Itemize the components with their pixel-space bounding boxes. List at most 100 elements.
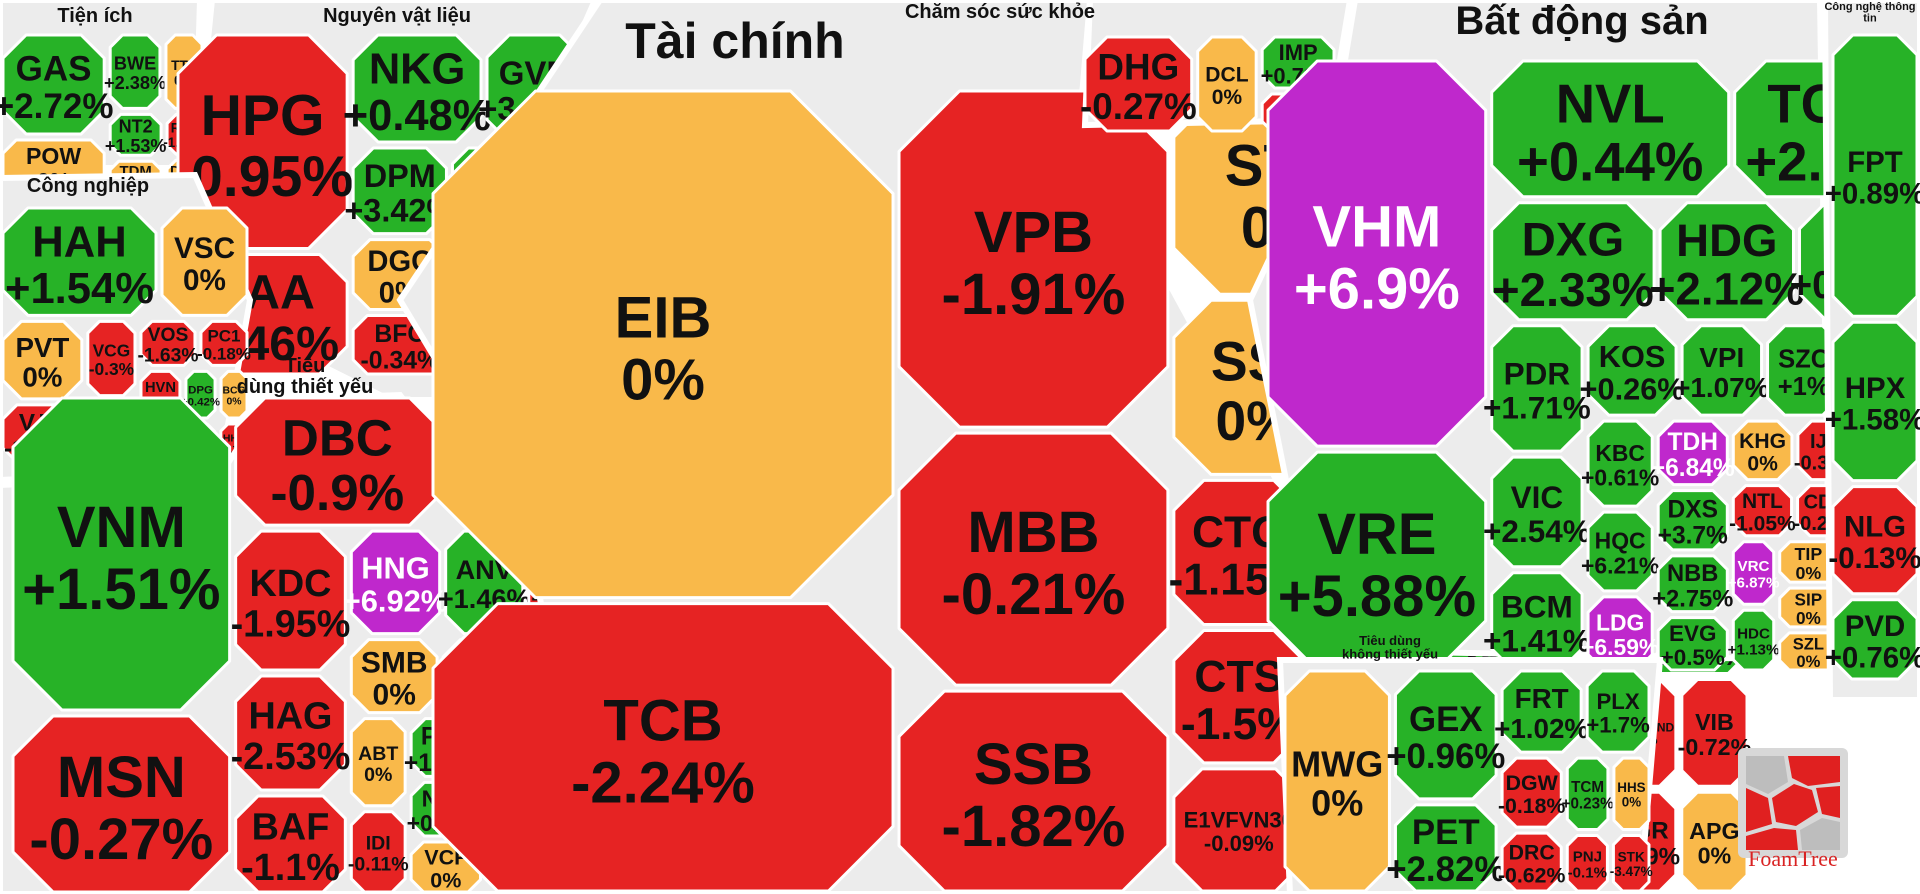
- stock-cell-nbb[interactable]: NBB+2.75%: [1652, 554, 1733, 614]
- stock-cell-kos[interactable]: KOS+0.26%: [1580, 324, 1685, 417]
- stock-change-label: +0.61%: [1581, 464, 1659, 490]
- stock-cell-tcb[interactable]: TCB-2.24%: [431, 602, 895, 893]
- stock-cell-nvl[interactable]: NVL+0.44%: [1490, 59, 1731, 199]
- stock-code-label: VOS: [148, 325, 189, 346]
- stock-cell-vpb[interactable]: VPB-1.91%: [897, 89, 1170, 429]
- stock-cell-pvd[interactable]: PVD+0.76%: [1825, 598, 1920, 681]
- stock-cell-ntl[interactable]: NTL-1.05%: [1729, 484, 1796, 538]
- stock-cell-vib[interactable]: VIB-0.72%: [1678, 677, 1752, 788]
- stock-code-label: VIB: [1695, 709, 1734, 735]
- stock-cell-hah[interactable]: HAH+1.54%: [1, 206, 158, 317]
- stock-cell-kdc[interactable]: KDC-1.95%: [231, 529, 351, 672]
- stock-cell-vcg[interactable]: VCG-0.3%: [86, 319, 137, 398]
- sector-tai-chinh[interactable]: EIB0%TCB-2.24%VPB-1.91%MBB-0.21%SSB-1.82…: [396, 0, 1752, 894]
- stock-cell-pc1[interactable]: PC1-0.18%: [197, 319, 251, 367]
- stock-cell-evg[interactable]: EVG+0.5%: [1656, 616, 1729, 672]
- stock-cell-tcm[interactable]: TCM+0.23%: [1562, 756, 1615, 831]
- sector-cong-nghe-thong-tin[interactable]: FPT+0.89%HPX+1.58%NLG-0.13%PVD+0.76% Công…: [1821, 0, 1920, 703]
- sector-title: Tiêu dùng: [1359, 633, 1421, 648]
- stock-code-label: TIP: [1795, 544, 1823, 564]
- stock-cell-vos[interactable]: VOS-1.63%: [137, 319, 198, 367]
- stock-cell-vre[interactable]: VRE+5.88%: [1266, 450, 1488, 672]
- stock-cell-tdh[interactable]: TDH+6.84%: [1651, 419, 1735, 487]
- stock-cell-vpi[interactable]: VPI+1.07%: [1674, 324, 1770, 417]
- stock-cell-shape: [431, 602, 895, 893]
- stock-cell-shape: [1586, 324, 1678, 417]
- stock-cell-hdc[interactable]: HDC+1.13%: [1728, 608, 1780, 672]
- stock-change-label: +6.87%: [1728, 574, 1780, 591]
- stock-cell-hdg[interactable]: HDG+2.12%: [1649, 201, 1805, 322]
- stock-cell-vrc[interactable]: VRC+6.87%: [1728, 540, 1780, 606]
- stock-cell-dpm[interactable]: DPM+3.42%: [344, 146, 455, 236]
- stock-code-label: CTS: [1194, 652, 1283, 701]
- stock-cell-vnm[interactable]: VNM+1.51%: [11, 396, 232, 712]
- stock-code-label: VPB: [974, 200, 1093, 265]
- sector-title: Công nghệ thông: [1824, 1, 1915, 13]
- stock-cell-hag[interactable]: HAG-2.53%: [231, 674, 351, 792]
- stock-cell-pdr[interactable]: PDR+1.71%: [1483, 324, 1591, 453]
- stock-cell-dpg[interactable]: DPG+0.42%: [181, 369, 220, 420]
- stock-code-label: PC1: [207, 326, 240, 345]
- stock-code-label: VPI: [1699, 342, 1744, 373]
- stock-cell-bcm[interactable]: BCM+1.41%: [1483, 571, 1591, 672]
- stock-cell-gex[interactable]: GEX+0.96%: [1386, 669, 1505, 801]
- stock-cell-nlg[interactable]: NLG-0.13%: [1828, 485, 1920, 596]
- stock-cell-dxg[interactable]: DXG+2.33%: [1490, 201, 1656, 322]
- stock-cell-dgw[interactable]: DGW-0.18%: [1498, 756, 1566, 829]
- stock-cell-pet[interactable]: PET+2.82%: [1386, 803, 1505, 893]
- stock-cell-cts[interactable]: CTS-1.5%: [1172, 628, 1306, 765]
- stock-cell-shape: [351, 33, 483, 144]
- stock-code-label: NBB: [1667, 561, 1718, 587]
- stock-cell-vhm[interactable]: VHM+6.9%: [1266, 59, 1488, 448]
- stock-cell-hpg[interactable]: HPG-0.95%: [172, 33, 353, 250]
- stock-cell-mbb[interactable]: MBB-0.21%: [897, 431, 1170, 687]
- stock-cell-shape: [1731, 608, 1776, 672]
- stock-cell-shape: [1656, 489, 1729, 552]
- stock-cell-kbc[interactable]: KBC+0.61%: [1581, 419, 1659, 508]
- stock-cell-dbc[interactable]: DBC-0.9%: [234, 396, 441, 527]
- stock-cell-frt[interactable]: FRT+1.02%: [1494, 669, 1589, 754]
- stock-cell-bwe[interactable]: BWE+2.38%: [104, 33, 166, 110]
- stock-cell-ssb[interactable]: SSB-1.82%: [897, 689, 1170, 893]
- stock-cell-vic[interactable]: VIC+2.54%: [1483, 455, 1591, 569]
- stock-change-label: 0%: [1747, 452, 1778, 475]
- stock-cell-dxs[interactable]: DXS+3.7%: [1656, 489, 1729, 552]
- stock-cell-dhg[interactable]: DHG-0.27%: [1080, 35, 1197, 133]
- stock-cell-fpt[interactable]: FPT+0.89%: [1825, 33, 1920, 318]
- stock-cell-pnj[interactable]: PNJ-0.1%: [1565, 833, 1609, 893]
- stock-change-label: +0.26%: [1580, 372, 1685, 407]
- stock-cell-hpx[interactable]: HPX+1.58%: [1825, 320, 1920, 483]
- stock-cell-baf[interactable]: BAF-1.1%: [234, 794, 347, 894]
- stock-cell-idi[interactable]: IDI-0.11%: [348, 810, 409, 894]
- stock-cell-e1vfvn30[interactable]: E1VFVN30-0.09%: [1172, 767, 1306, 893]
- stock-cell-gas[interactable]: GAS+2.72%: [0, 33, 113, 136]
- stock-cell-plx[interactable]: PLX+1.7%: [1585, 669, 1651, 754]
- stock-cell-hqc[interactable]: HQC+6.21%: [1581, 510, 1659, 593]
- stock-cell-shape: [160, 206, 249, 317]
- stock-cell-hng[interactable]: HNG+6.92%: [343, 529, 448, 636]
- stock-cell-drc[interactable]: DRC-0.62%: [1498, 831, 1566, 893]
- stock-cell-nt2[interactable]: NT2+1.53%: [105, 112, 167, 157]
- stock-cell-msn[interactable]: MSN-0.27%: [11, 714, 232, 894]
- stock-code-label: TDH: [1668, 429, 1718, 456]
- stock-change-label: +1.07%: [1674, 372, 1770, 403]
- stock-cell-ldg[interactable]: LDG+6.59%: [1581, 595, 1659, 672]
- stock-cell-stk[interactable]: STK-3.47%: [1610, 833, 1653, 893]
- sector-bat-dong-san[interactable]: VHM+6.9%VRE+5.88%NVL+0.44%TCH+2.3%DXG+2.…: [1246, 0, 1920, 672]
- stock-cell-nkg[interactable]: NKG+0.48%: [343, 33, 492, 144]
